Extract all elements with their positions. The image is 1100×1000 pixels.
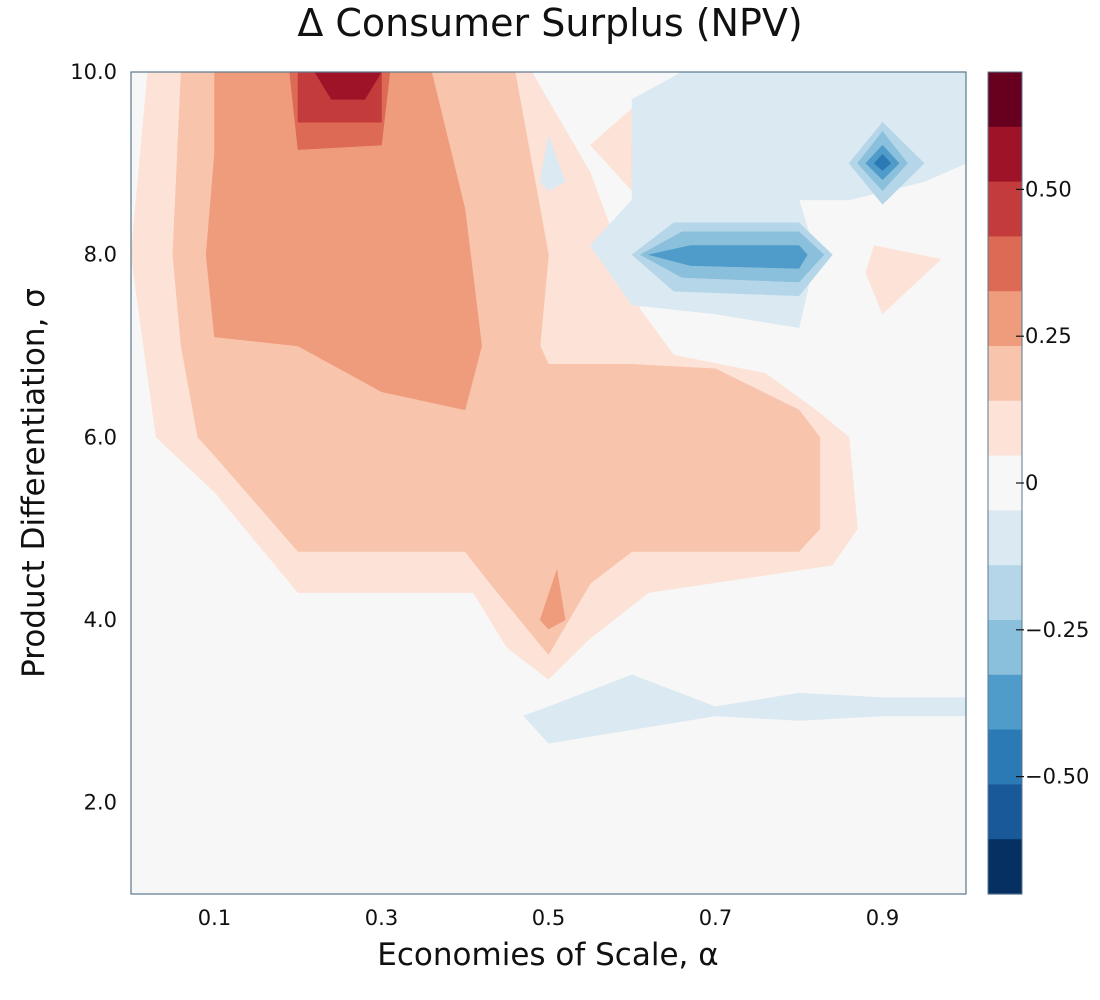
chart-title: Δ Consumer Surplus (NPV) (297, 1, 802, 45)
colorbar-segment (988, 72, 1022, 128)
colorbar-tick-label: 0 (1025, 471, 1038, 495)
colorbar: 0.50 0.25 0 −0.25 −0.50 (987, 71, 1089, 895)
colorbar-segment (988, 126, 1022, 183)
x-tick-label: 0.5 (532, 906, 565, 930)
colorbar-tick-label: 0.50 (1025, 177, 1072, 201)
x-axis-label: Economies of Scale, α (377, 937, 718, 973)
x-tick-label: 0.3 (365, 906, 398, 930)
colorbar-segment (988, 620, 1022, 676)
plot-frame (130, 71, 967, 895)
colorbar-segment (988, 839, 1022, 895)
y-axis-label: Product Differentiation, σ (16, 288, 52, 678)
contour-region (539, 134, 566, 192)
contour-region (205, 71, 482, 411)
colorbar-segment (988, 236, 1022, 292)
colorbar-segment (988, 400, 1022, 457)
colorbar-segment (988, 565, 1022, 621)
y-tick-label: 10.0 (70, 60, 117, 84)
x-tick-label: 0.7 (699, 906, 732, 930)
y-axis-ticks: 2.0 4.0 6.0 8.0 10.0 (70, 60, 117, 815)
y-tick-label: 2.0 (84, 791, 117, 815)
contour-region (648, 245, 808, 269)
colorbar-tick-label: −0.25 (1025, 618, 1089, 642)
colorbar-segment (988, 346, 1022, 402)
contour-regions (130, 71, 967, 744)
colorbar-segment (988, 784, 1022, 840)
y-tick-label: 8.0 (84, 243, 117, 267)
colorbar-segment (988, 674, 1022, 731)
x-axis-ticks: 0.1 0.3 0.5 0.7 0.9 (198, 906, 899, 930)
colorbar-tick-label: 0.25 (1025, 324, 1072, 348)
x-tick-label: 0.9 (866, 906, 899, 930)
colorbar-segment (988, 729, 1022, 785)
contour-region (873, 153, 892, 171)
y-tick-label: 4.0 (84, 608, 117, 632)
colorbar-segment (988, 291, 1022, 347)
contour-region (865, 245, 942, 315)
contour-region (539, 569, 566, 630)
colorbar-segment (988, 181, 1022, 237)
x-tick-label: 0.1 (198, 906, 231, 930)
colorbar-segment (988, 510, 1022, 566)
colorbar-tick-label: −0.50 (1025, 765, 1089, 789)
y-tick-label: 6.0 (84, 425, 117, 449)
